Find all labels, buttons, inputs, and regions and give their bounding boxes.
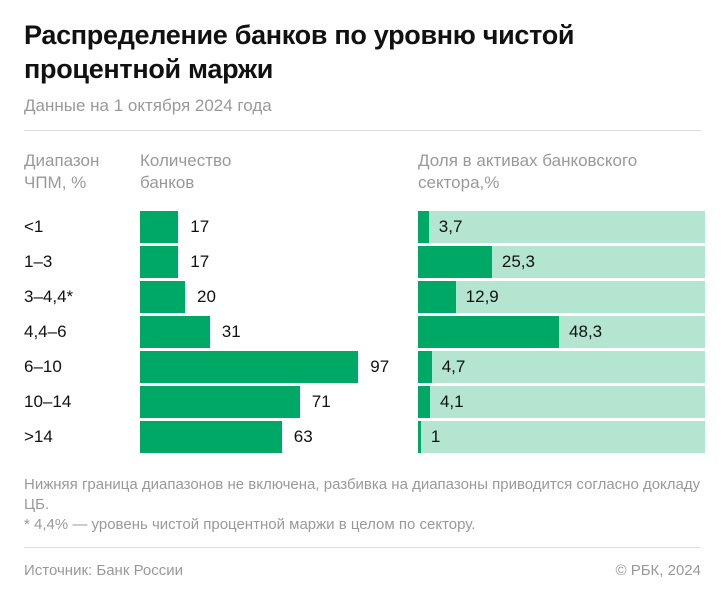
count-bar	[140, 246, 179, 278]
share-bar	[418, 421, 421, 453]
category-label: 3–4,4*	[24, 287, 74, 306]
divider	[24, 547, 701, 548]
count-value-label: 17	[190, 252, 210, 271]
footnote: * 4,4% — уровень чистой процентной маржи…	[24, 516, 476, 533]
count-bar	[140, 386, 300, 418]
share-bar	[418, 211, 429, 243]
copyright: © РБК, 2024	[615, 562, 701, 579]
share-value-label: 25,3	[501, 252, 535, 271]
count-value-label: 17	[190, 217, 210, 236]
share-background-bar	[418, 351, 705, 383]
share-bar	[418, 281, 456, 313]
share-bar	[418, 351, 432, 383]
category-label: 6–10	[24, 357, 62, 376]
share-background-bar	[418, 421, 705, 453]
share-value-label: 4,1	[439, 392, 464, 411]
count-value-label: 97	[370, 357, 390, 376]
count-bar	[140, 316, 210, 348]
share-value-label: 1	[430, 427, 441, 446]
chart-subtitle: Данные на 1 октября 2024 года	[24, 96, 272, 115]
count-value-label: 31	[221, 322, 241, 341]
count-value-label: 71	[311, 392, 331, 411]
category-label: 10–14	[24, 392, 72, 411]
share-bar	[418, 386, 430, 418]
share-value-label: 48,3	[569, 322, 603, 341]
footnotes: Нижняя граница диапазонов не включена, р…	[24, 475, 704, 535]
footnote: Нижняя граница диапазонов не включена, р…	[24, 476, 701, 513]
source: Источник: Банк России	[24, 562, 184, 579]
divider	[24, 130, 701, 131]
count-header: Количество банков	[140, 151, 232, 192]
share-bar	[418, 246, 492, 278]
count-bar	[140, 351, 359, 383]
count-bar	[140, 281, 185, 313]
share-bar	[418, 316, 560, 348]
share-value-label: 4,7	[441, 357, 466, 376]
chart-title: Распределение банков по уровню чистой пр…	[24, 20, 575, 84]
count-value-label: 63	[293, 427, 313, 446]
category-label: <1	[24, 217, 44, 236]
share-background-bar	[418, 281, 705, 313]
share-background-bar	[418, 386, 705, 418]
category-header: Диапазон ЧПМ, %	[24, 151, 100, 192]
category-label: 1–3	[24, 252, 53, 271]
count-value-label: 20	[197, 287, 216, 306]
count-bar	[140, 211, 179, 243]
category-label: 4,4–6	[24, 322, 67, 341]
share-header: Доля в активах банковского сектора,%	[418, 151, 638, 192]
share-value-label: 12,9	[465, 287, 499, 306]
share-background-bar	[418, 211, 705, 243]
count-bar	[140, 421, 282, 453]
share-value-label: 3,7	[438, 217, 463, 236]
category-label: >14	[24, 427, 53, 446]
